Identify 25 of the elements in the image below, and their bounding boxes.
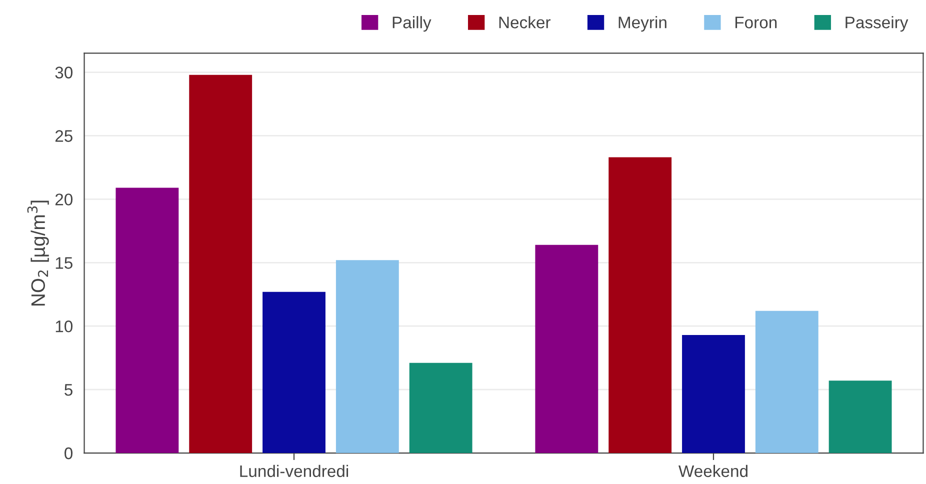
y-tick-label: 30 bbox=[55, 66, 73, 78]
legend-label: Foron bbox=[735, 16, 777, 28]
legend-label: Necker bbox=[499, 16, 550, 28]
bar bbox=[336, 260, 399, 454]
bar bbox=[755, 310, 818, 454]
bar bbox=[682, 334, 745, 454]
bar bbox=[828, 380, 892, 454]
bar bbox=[608, 157, 672, 454]
x-tick-label: Weekend bbox=[678, 464, 748, 478]
y-tick-label: 10 bbox=[56, 320, 73, 332]
y-tick-label: 20 bbox=[55, 194, 73, 206]
bar bbox=[409, 362, 472, 454]
x-tick-label: Lundi-vendredi bbox=[240, 464, 348, 478]
y-tick-label: 0 bbox=[64, 447, 73, 460]
bar bbox=[189, 74, 252, 454]
bar bbox=[116, 188, 179, 454]
y-axis-title: NO$_{2}$ [µg/m$^{3}$] bbox=[27, 200, 49, 306]
legend-label: Passeiry bbox=[846, 16, 908, 32]
y-tick-label: 15 bbox=[56, 257, 72, 269]
legend-label: Pailly bbox=[392, 16, 432, 32]
legend-label: Meyrin bbox=[618, 16, 666, 32]
y-tick-label: 25 bbox=[55, 130, 72, 142]
bar bbox=[535, 244, 598, 454]
bar bbox=[262, 292, 326, 454]
y-tick-label: 5 bbox=[64, 384, 72, 396]
